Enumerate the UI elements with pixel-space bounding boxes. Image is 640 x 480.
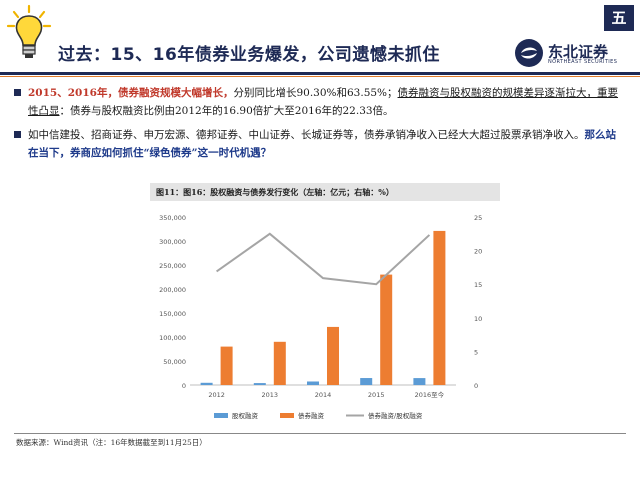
bond-equity-chart: 0 50,000 100,000 150,000 200,000 250,000 300,0… [159,214,482,420]
bullet-square-icon [14,131,21,138]
y-left-tick-label: 200,000 [159,286,186,294]
legend-label: 股权融资 [232,411,259,420]
bullet-text: 分别同比增长90.30%和63.55%； [233,87,398,99]
bullet-list: 2015、2016年，债券融资规模大幅增长，分别同比增长90.30%和63.55… [14,84,626,168]
bar-bond [220,346,233,385]
chart-container: 图11：图16：股权融资与债券发行变化（左轴：亿元；右轴：%） 0 50,000 1… [150,183,500,429]
bullet-highlight-red: 2015、2016年，债券融资规模大幅增长， [28,87,234,99]
bullet-text: 如中信建投、招商证券、申万宏源、德邦证券、中山证券、长城证券等，债券承销净收入已… [28,129,585,141]
bullet-item: 2015、2016年，债券融资规模大幅增长，分别同比增长90.30%和63.55… [14,84,626,120]
bar-bond [380,274,393,385]
x-tick-label: 2016至今 [415,390,445,399]
bar-bond [273,341,286,385]
y-right-tick-label: 15 [474,281,482,289]
header: 过去：15、16年债券业务爆发，公司遗憾未抓住 东北证券 NORTHEAST S… [0,0,640,78]
lightbulb-icon [6,4,52,58]
bar-equity [307,381,319,385]
legend-swatch [214,413,228,418]
legend-swatch [280,413,294,418]
y-right-tick-label: 5 [474,348,478,356]
x-tick-label: 2013 [262,391,279,399]
header-accent-divider [0,76,640,77]
bullet-underlined-text: 债券融资与股权融资的规模差异逐渐拉大，重要性凸显 [28,87,619,117]
logo-name: 东北证券 [548,43,609,61]
bar-equity [200,382,213,385]
y-left-tick-label: 300,000 [159,238,186,246]
bullet-square-icon [14,89,21,96]
y-right-tick-label: 20 [474,248,482,256]
ratio-series-line [216,232,431,286]
data-source: 数据来源：Wind资讯（注：16年数据截至到11月25日） [16,438,207,447]
section-badge: 五 [604,5,634,31]
x-tick-label: 2014 [315,391,332,399]
bullet-highlight-blue: 那么站在当下，券商应如何抓住“绿色债券”这一时代机遇？ [28,129,616,159]
page-title: 过去：15、16年债券业务爆发，公司遗憾未抓住 [58,45,440,65]
y-left-tick-label: 150,000 [159,310,186,318]
chart-title: 图11：图16：股权融资与债券发行变化（左轴：亿元；右轴：%） [150,183,500,201]
bullet-text: ：债券与股权融资比例由2012年的16.90倍扩大至2016年的22.33倍。 [59,105,394,117]
company-logo: 东北证券 NORTHEAST SECURITIES [514,38,634,68]
y-left-tick-label: 50,000 [163,358,186,366]
bar-equity [413,378,426,385]
y-left-tick-label: 100,000 [159,334,186,342]
y-left-tick-label: 0 [182,382,186,390]
bar-bond [327,326,339,385]
legend-label: 债券融资/股权融资 [368,411,423,420]
bullet-item: 如中信建投、招商证券、申万宏源、德邦证券、中山证券、长城证券等，债券承销净收入已… [14,126,626,162]
legend-label: 债券融资 [298,411,325,420]
y-left-tick-label: 350,000 [159,214,186,222]
bar-equity [253,383,266,385]
y-right-tick-label: 25 [474,214,482,222]
header-divider [0,72,640,75]
y-right-tick-label: 0 [474,382,478,390]
logo-subtitle: NORTHEAST SECURITIES [548,59,618,65]
x-tick-label: 2015 [368,391,385,399]
bar-bond [433,230,446,385]
logo-mark-icon [515,39,543,67]
y-right-tick-label: 10 [474,315,482,323]
y-left-tick-label: 250,000 [159,262,186,270]
x-tick-label: 2012 [208,391,225,399]
footer-divider [14,433,626,434]
bar-equity [360,378,373,385]
